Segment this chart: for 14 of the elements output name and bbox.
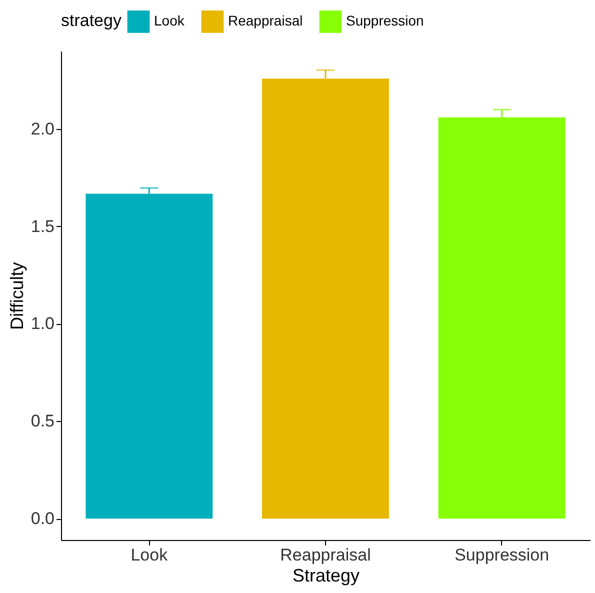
y-tick-label: 1.0 [30,314,54,334]
x-tick-label: Reappraisal [280,546,371,564]
x-axis-title: Strategy [292,566,360,586]
y-tick-label: 1.5 [30,216,54,236]
y-axis-title: Difficulty [6,262,27,330]
legend-label: Reappraisal [228,12,303,29]
y-tick-label: 0.0 [30,509,54,528]
x-tick-label: Look [130,546,168,564]
y-tick-label: 2.0 [30,119,54,138]
y-tick-label: 0.5 [30,412,54,431]
x-tick-label: Suppression [454,546,550,564]
legend-label: Look [154,12,186,29]
legend-label: Suppression [346,12,424,29]
legend-title: strategy [61,11,122,30]
